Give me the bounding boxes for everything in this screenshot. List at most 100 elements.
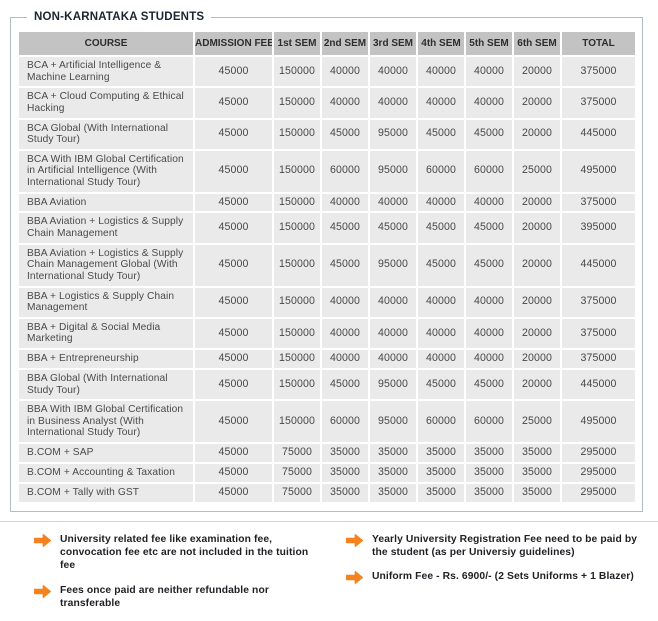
fee-cell: 45000 xyxy=(466,369,512,400)
fee-cell: 40000 xyxy=(322,350,368,368)
fee-cell: 45000 xyxy=(195,401,272,443)
fee-cell: 375000 xyxy=(562,193,635,212)
fee-cell: 45000 xyxy=(418,244,464,286)
fee-cell: 25000 xyxy=(514,401,560,443)
fee-cell: 40000 xyxy=(418,193,464,212)
fee-cell: 25000 xyxy=(514,150,560,192)
course-cell: BCA Global (With International Study Tou… xyxy=(19,119,193,149)
fee-cell: 75000 xyxy=(274,463,320,482)
fee-cell: 150000 xyxy=(274,213,320,243)
fee-cell: 40000 xyxy=(322,57,368,87)
fee-cell: 60000 xyxy=(466,150,512,192)
fee-cell: 45000 xyxy=(195,193,272,212)
column-header: 1st SEM xyxy=(274,32,320,55)
fee-cell: 295000 xyxy=(562,444,635,462)
course-cell: BCA With IBM Global Certification in Art… xyxy=(19,150,193,192)
fee-cell: 40000 xyxy=(322,88,368,118)
fee-cell: 45000 xyxy=(195,150,272,192)
fee-table: COURSE ADMISSION FEE 1st SEM 2nd SEM 3rd SEM… xyxy=(17,30,637,504)
table-row: BCA + Artificial Intelligence & Machine … xyxy=(19,57,635,87)
table-row: BBA Aviation 45000 150000 40000 40000 40000 40… xyxy=(19,193,635,212)
note-item: Uniform Fee - Rs. 6900/- (2 Sets Uniform… xyxy=(346,570,644,585)
note-text: Yearly University Registration Fee need … xyxy=(372,534,638,559)
fee-cell: 45000 xyxy=(466,244,512,286)
table-row: BCA With IBM Global Certification in Art… xyxy=(19,150,635,192)
fee-cell: 20000 xyxy=(514,287,560,317)
fee-cell: 45000 xyxy=(195,88,272,118)
fee-cell: 150000 xyxy=(274,244,320,286)
fee-table-panel: COURSE ADMISSION FEE 1st SEM 2nd SEM 3rd SEM… xyxy=(10,17,643,512)
fee-cell: 20000 xyxy=(514,88,560,118)
fee-cell: 45000 xyxy=(418,213,464,243)
table-body: BCA + Artificial Intelligence & Machine … xyxy=(19,57,635,502)
note-item: Yearly University Registration Fee need … xyxy=(346,533,644,559)
note-text: University related fee like examination … xyxy=(60,534,309,572)
fee-cell: 45000 xyxy=(195,213,272,243)
fee-cell: 45000 xyxy=(195,244,272,286)
fee-cell: 40000 xyxy=(466,88,512,118)
fee-cell: 45000 xyxy=(322,369,368,400)
column-header: 3rd SEM xyxy=(370,32,416,55)
fee-cell: 20000 xyxy=(514,193,560,212)
fee-cell: 35000 xyxy=(466,483,512,502)
fee-cell: 35000 xyxy=(370,444,416,462)
fee-cell: 295000 xyxy=(562,463,635,482)
fee-cell: 45000 xyxy=(195,444,272,462)
table-row: BBA Aviation + Logistics & Supply Chain … xyxy=(19,244,635,286)
fee-cell: 35000 xyxy=(418,483,464,502)
fee-cell: 35000 xyxy=(322,483,368,502)
fee-cell: 45000 xyxy=(195,350,272,368)
fee-cell: 40000 xyxy=(370,350,416,368)
column-header: ADMISSION FEE xyxy=(195,32,272,55)
note-text: Fees once paid are neither refundable no… xyxy=(60,584,269,609)
fee-cell: 35000 xyxy=(514,483,560,502)
table-row: B.COM + Accounting & Taxation 45000 75000 3… xyxy=(19,463,635,482)
fee-cell: 375000 xyxy=(562,57,635,87)
course-cell: B.COM + Tally with GST xyxy=(19,483,193,502)
fee-cell: 35000 xyxy=(514,444,560,462)
fee-cell: 95000 xyxy=(370,369,416,400)
column-header: COURSE xyxy=(19,32,193,55)
fee-cell: 60000 xyxy=(322,150,368,192)
fee-cell: 375000 xyxy=(562,350,635,368)
course-cell: BBA + Entrepreneurship xyxy=(19,350,193,368)
fee-cell: 150000 xyxy=(274,318,320,349)
fee-cell: 35000 xyxy=(514,463,560,482)
page-title: NON-KARNATAKA STUDENTS xyxy=(27,11,212,23)
fee-cell: 40000 xyxy=(370,193,416,212)
fee-cell: 20000 xyxy=(514,119,560,149)
table-row: BBA + Logistics & Supply Chain Managemen… xyxy=(19,287,635,317)
fee-cell: 445000 xyxy=(562,119,635,149)
fee-cell: 40000 xyxy=(466,350,512,368)
fee-cell: 150000 xyxy=(274,401,320,443)
fee-cell: 45000 xyxy=(195,369,272,400)
fee-cell: 40000 xyxy=(418,88,464,118)
fee-cell: 45000 xyxy=(195,119,272,149)
column-header: 4th SEM xyxy=(418,32,464,55)
fee-cell: 45000 xyxy=(322,244,368,286)
table-row: BCA Global (With International Study Tou… xyxy=(19,119,635,149)
fee-cell: 35000 xyxy=(418,463,464,482)
fee-cell: 150000 xyxy=(274,119,320,149)
fee-cell: 40000 xyxy=(466,318,512,349)
fee-cell: 35000 xyxy=(322,444,368,462)
fee-cell: 40000 xyxy=(370,287,416,317)
note-item: University related fee like examination … xyxy=(34,533,322,573)
fee-cell: 35000 xyxy=(466,444,512,462)
fee-cell: 45000 xyxy=(418,119,464,149)
course-cell: BBA Aviation xyxy=(19,193,193,212)
column-header: 5th SEM xyxy=(466,32,512,55)
fee-cell: 150000 xyxy=(274,150,320,192)
fee-cell: 60000 xyxy=(322,401,368,443)
fee-cell: 45000 xyxy=(466,213,512,243)
course-cell: B.COM + Accounting & Taxation xyxy=(19,463,193,482)
fee-cell: 375000 xyxy=(562,287,635,317)
fee-cell: 40000 xyxy=(370,88,416,118)
fee-cell: 20000 xyxy=(514,318,560,349)
fee-cell: 95000 xyxy=(370,150,416,192)
fee-cell: 35000 xyxy=(418,444,464,462)
fee-cell: 35000 xyxy=(370,463,416,482)
fee-cell: 35000 xyxy=(370,483,416,502)
fee-cell: 60000 xyxy=(418,150,464,192)
fee-cell: 40000 xyxy=(418,287,464,317)
